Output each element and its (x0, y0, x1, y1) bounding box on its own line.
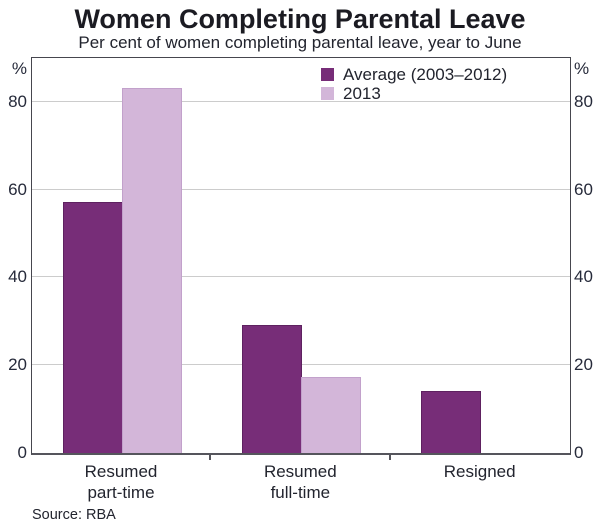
x-category-label-resumed-full-time: Resumed full-time (263, 462, 337, 502)
source-note: Source: RBA (32, 507, 116, 523)
gridline-80 (32, 100, 570, 102)
y-tick-left-60: 60 (8, 179, 27, 199)
bar-resigned-series0 (421, 390, 482, 453)
legend-label: Average (2003–2012) (343, 64, 508, 84)
bar-resumed-part-time-series0 (62, 201, 123, 453)
y-tick-right-20: 20 (574, 355, 593, 375)
y-axis-unit-right: % (574, 59, 590, 78)
legend-swatch-icon (321, 68, 334, 81)
y-tick-right-80: 80 (574, 91, 593, 111)
y-tick-right-0: 0 (574, 443, 584, 462)
y-tick-left-80: 80 (8, 91, 27, 111)
legend-swatch-icon (321, 87, 334, 100)
gridline-60 (32, 188, 570, 190)
bar-resumed-part-time-series1 (121, 87, 182, 453)
y-tick-right-60: 60 (574, 179, 593, 199)
y-tick-left-0: 0 (17, 443, 27, 462)
gridline-40 (32, 276, 570, 278)
x-axis-tick (209, 454, 212, 460)
x-category-label-resumed-part-time: Resumed part-time (84, 462, 158, 502)
bar-resumed-full-time-series1 (301, 377, 361, 453)
y-axis-unit-left: % (11, 59, 27, 78)
legend-row-1: 2013 (321, 84, 507, 103)
x-category-label-resigned: Resigned (443, 462, 516, 481)
bar-resumed-full-time-series0 (242, 324, 302, 453)
y-tick-left-40: 40 (8, 267, 27, 287)
plot-area: Average (2003–2012) 2013 (31, 57, 571, 455)
legend-label: 2013 (343, 83, 381, 103)
legend: Average (2003–2012) 2013 (321, 65, 507, 103)
legend-row-0: Average (2003–2012) (321, 65, 507, 84)
y-tick-left-20: 20 (8, 355, 27, 375)
y-tick-right-40: 40 (574, 267, 593, 287)
x-axis-tick (388, 454, 391, 460)
chart-title: Women Completing Parental Leave (74, 4, 526, 34)
chart-subtitle: Per cent of women completing parental le… (78, 33, 522, 52)
